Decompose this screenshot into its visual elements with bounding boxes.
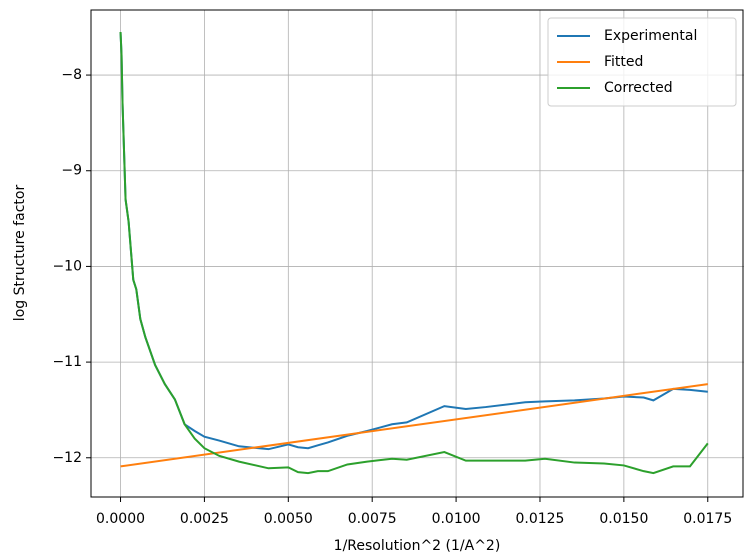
x-tick-label: 0.0050 xyxy=(264,511,313,527)
y-tick-label: −10 xyxy=(52,258,82,274)
legend-box xyxy=(547,17,737,107)
x-tick-label: 0.0025 xyxy=(180,511,229,527)
y-tick-label: −12 xyxy=(52,450,82,466)
y-tick-label: −11 xyxy=(52,354,82,370)
y-axis-label: log Structure factor xyxy=(12,185,28,322)
data-line xyxy=(119,31,709,475)
y-tick-label: −9 xyxy=(61,163,82,179)
x-tick-label: 0.0125 xyxy=(515,511,564,527)
legend-label: Experimental xyxy=(604,28,697,44)
x-tick-label: 0.0175 xyxy=(683,511,732,527)
legend-label: Fitted xyxy=(604,54,643,70)
x-axis-label: 1/Resolution^2 (1/A^2) xyxy=(334,538,501,554)
data-line xyxy=(120,383,708,468)
x-tick-label: 0.0150 xyxy=(599,511,648,527)
plot-frame xyxy=(90,9,744,498)
x-tick-label: 0.0000 xyxy=(96,511,145,527)
x-tick-label: 0.0075 xyxy=(348,511,397,527)
x-tick-label: 0.0100 xyxy=(432,511,481,527)
legend-label: Corrected xyxy=(604,80,673,96)
y-tick-label: −8 xyxy=(61,67,82,83)
